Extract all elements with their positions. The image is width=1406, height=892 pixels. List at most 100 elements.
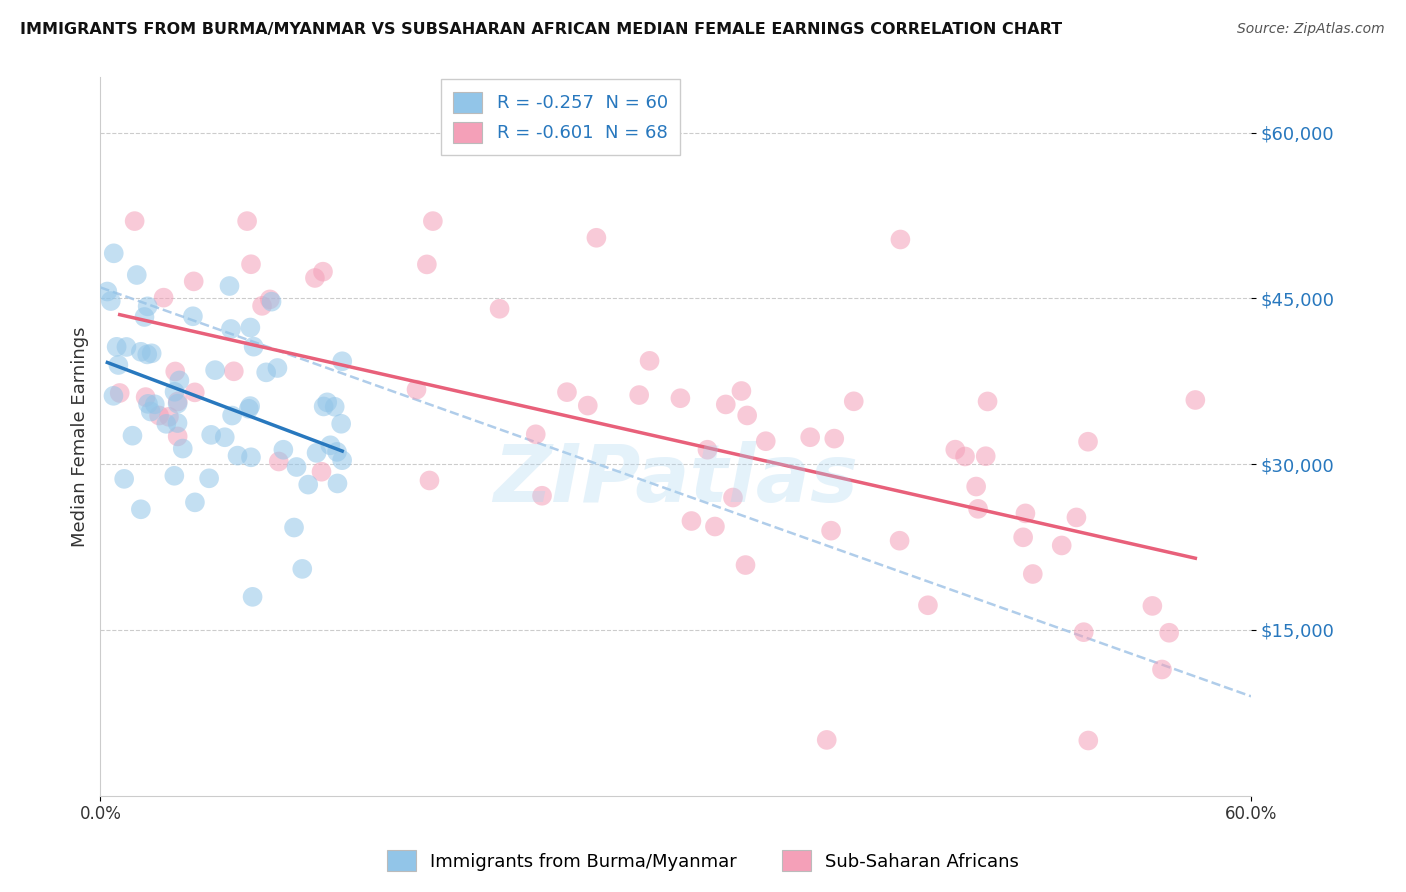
Legend: Immigrants from Burma/Myanmar, Sub-Saharan Africans: Immigrants from Burma/Myanmar, Sub-Sahar… xyxy=(380,843,1026,879)
Point xyxy=(1184,392,1206,407)
Point xyxy=(240,257,263,271)
Point xyxy=(107,358,129,372)
Point xyxy=(488,301,510,316)
Point xyxy=(316,395,339,409)
Text: Source: ZipAtlas.com: Source: ZipAtlas.com xyxy=(1237,22,1385,37)
Point xyxy=(125,268,148,282)
Point xyxy=(172,442,194,456)
Legend: R = -0.257  N = 60, R = -0.601  N = 68: R = -0.257 N = 60, R = -0.601 N = 68 xyxy=(440,79,681,155)
Point xyxy=(889,533,911,548)
Point xyxy=(163,384,186,399)
Point xyxy=(1150,663,1173,677)
Point xyxy=(703,519,725,533)
Point xyxy=(239,320,262,334)
Point xyxy=(1077,434,1099,449)
Point xyxy=(416,257,439,271)
Point xyxy=(1077,733,1099,747)
Point xyxy=(236,214,259,228)
Point xyxy=(889,232,911,246)
Point xyxy=(714,397,737,411)
Point xyxy=(112,472,135,486)
Point xyxy=(157,409,180,424)
Point xyxy=(326,476,349,491)
Point xyxy=(184,385,207,400)
Point xyxy=(524,427,547,442)
Point xyxy=(405,383,427,397)
Point xyxy=(218,279,240,293)
Point xyxy=(326,445,349,459)
Point xyxy=(965,479,987,493)
Point xyxy=(1066,510,1088,524)
Point xyxy=(148,409,170,423)
Point xyxy=(124,214,146,228)
Point xyxy=(734,558,756,572)
Point xyxy=(820,524,842,538)
Point xyxy=(283,520,305,534)
Point xyxy=(222,364,245,378)
Point xyxy=(330,354,353,368)
Point xyxy=(134,310,156,324)
Point xyxy=(974,449,997,463)
Point xyxy=(214,430,236,444)
Point xyxy=(291,562,314,576)
Point xyxy=(842,394,865,409)
Text: IMMIGRANTS FROM BURMA/MYANMAR VS SUBSAHARAN AFRICAN MEDIAN FEMALE EARNINGS CORRE: IMMIGRANTS FROM BURMA/MYANMAR VS SUBSAHA… xyxy=(20,22,1062,37)
Point xyxy=(917,599,939,613)
Point xyxy=(330,417,353,431)
Point xyxy=(312,265,335,279)
Point xyxy=(169,373,191,387)
Point xyxy=(976,394,998,409)
Point xyxy=(155,417,177,431)
Point xyxy=(184,495,207,509)
Point xyxy=(418,474,440,488)
Point xyxy=(628,388,651,402)
Text: ZIPatlas: ZIPatlas xyxy=(494,441,858,518)
Point xyxy=(254,365,277,379)
Point xyxy=(136,347,159,361)
Point xyxy=(312,400,335,414)
Point xyxy=(163,468,186,483)
Point xyxy=(129,344,152,359)
Point xyxy=(238,401,260,416)
Point xyxy=(799,430,821,444)
Point xyxy=(943,442,966,457)
Point xyxy=(1142,599,1164,613)
Point xyxy=(135,390,157,404)
Point xyxy=(297,477,319,491)
Point xyxy=(273,442,295,457)
Point xyxy=(100,294,122,309)
Point xyxy=(1159,625,1181,640)
Point xyxy=(143,397,166,411)
Point xyxy=(696,442,718,457)
Point xyxy=(204,363,226,377)
Point xyxy=(260,294,283,309)
Point xyxy=(166,416,188,430)
Point xyxy=(681,514,703,528)
Point xyxy=(239,399,262,413)
Point xyxy=(219,322,242,336)
Point xyxy=(226,449,249,463)
Point xyxy=(638,354,661,368)
Point xyxy=(183,274,205,288)
Point xyxy=(1022,566,1045,581)
Point xyxy=(198,471,221,485)
Point xyxy=(422,214,444,228)
Point xyxy=(311,465,333,479)
Point xyxy=(181,310,204,324)
Point xyxy=(330,453,353,467)
Point xyxy=(266,361,288,376)
Point xyxy=(200,428,222,442)
Point xyxy=(1012,530,1035,544)
Point xyxy=(531,489,554,503)
Point xyxy=(166,429,188,443)
Point xyxy=(242,340,264,354)
Point xyxy=(242,590,264,604)
Point xyxy=(735,409,758,423)
Point xyxy=(953,450,976,464)
Point xyxy=(136,397,159,411)
Point xyxy=(250,299,273,313)
Point xyxy=(576,399,599,413)
Point xyxy=(166,397,188,411)
Point xyxy=(267,454,290,468)
Point xyxy=(585,231,607,245)
